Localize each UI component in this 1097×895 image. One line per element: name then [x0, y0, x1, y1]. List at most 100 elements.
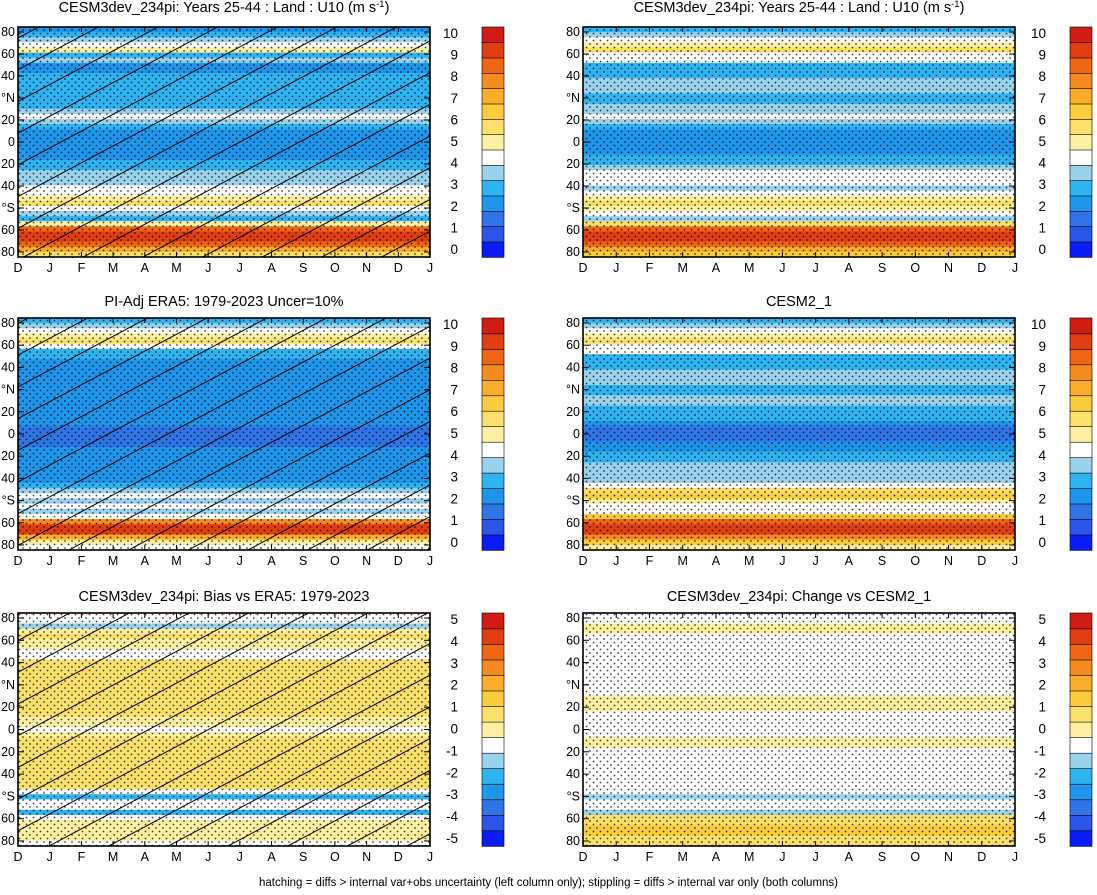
colorbar-label: -4 — [446, 809, 458, 824]
x-tick-label: J — [47, 261, 53, 275]
colorbar-swatch — [1069, 767, 1093, 785]
colorbar-swatch — [1069, 799, 1093, 816]
colorbar-label: 6 — [1038, 112, 1046, 127]
colorbar-label: 5 — [1038, 426, 1046, 441]
x-tick-label: D — [977, 554, 986, 568]
colorbar-swatch — [1069, 317, 1093, 335]
colorbar-label: 7 — [450, 382, 458, 397]
colorbar-label: 4 — [450, 448, 458, 463]
x-tick-label: J — [613, 554, 619, 568]
colorbar-label: 2 — [1038, 199, 1046, 214]
colorbar-label: 9 — [450, 339, 458, 354]
x-tick-label: J — [237, 850, 243, 864]
colorbar-swatch — [1069, 814, 1093, 832]
colorbar-label: 10 — [1031, 26, 1046, 41]
colorbar-swatch — [481, 814, 505, 832]
x-tick-label: J — [613, 850, 619, 864]
y-tick-label: 20 — [1, 405, 15, 419]
x-tick-label: A — [712, 850, 721, 864]
colorbar-label: 1 — [450, 513, 458, 528]
colorbar-label: 0 — [450, 242, 458, 257]
y-tick-label: °N — [566, 91, 580, 105]
hatching-overlay — [18, 318, 430, 550]
x-tick-label: J — [205, 850, 211, 864]
y-tick-label: 20 — [1, 700, 15, 714]
colorbar-swatch — [481, 783, 505, 801]
colorbar-swatch — [481, 736, 505, 754]
panel-1: CESM3dev_234pi: Years 25-44 : Land : U10… — [1, 0, 505, 275]
heatmap-field — [583, 27, 1015, 257]
x-tick-label: O — [330, 850, 340, 864]
colorbar-swatch — [1069, 410, 1093, 427]
y-tick-label: 80 — [566, 538, 580, 552]
colorbar-swatch — [481, 425, 505, 443]
colorbar-swatch — [481, 472, 505, 489]
y-tick-label: 80 — [566, 25, 580, 39]
x-tick-label: N — [362, 554, 371, 568]
panel-title: CESM2_1 — [766, 294, 832, 310]
y-tick-label: 20 — [1, 745, 15, 759]
heatmap-field — [18, 27, 430, 257]
panel-title: CESM3dev_234pi: Years 25-44 : Land : U10… — [59, 0, 390, 16]
colorbar-swatch — [1069, 736, 1093, 754]
colorbar-swatch — [1069, 628, 1093, 645]
x-tick-label: A — [141, 261, 150, 275]
x-tick-label: J — [1012, 554, 1018, 568]
colorbar-label: 6 — [450, 404, 458, 419]
colorbar-swatch — [1069, 830, 1093, 847]
y-tick-label: 80 — [1, 245, 15, 259]
colorbar-swatch — [481, 88, 505, 105]
y-tick-label: 40 — [1, 179, 15, 193]
colorbar-swatch — [481, 118, 505, 135]
colorbar-swatch — [1069, 674, 1093, 692]
x-tick-label: D — [977, 850, 986, 864]
x-tick-label: O — [910, 261, 920, 275]
x-tick-label: F — [646, 850, 654, 864]
colorbar-swatch — [1069, 456, 1093, 474]
colorbar-swatch — [481, 441, 505, 458]
colorbar-label: 0 — [450, 535, 458, 550]
colorbar-swatch — [481, 487, 505, 505]
colorbar-swatch — [1069, 164, 1093, 181]
colorbar-swatch — [1069, 612, 1093, 630]
colorbar-label: -3 — [446, 787, 458, 802]
colorbar-swatch — [1069, 721, 1093, 738]
y-tick-label: 40 — [1, 471, 15, 485]
colorbar-label: 3 — [450, 656, 458, 671]
y-tick-label: 20 — [566, 405, 580, 419]
colorbar-swatch — [1069, 379, 1093, 397]
y-tick-label: °N — [566, 678, 580, 692]
colorbar-label: 9 — [1038, 48, 1046, 63]
y-tick-label: 60 — [1, 633, 15, 647]
x-tick-label: D — [13, 850, 22, 864]
colorbar-swatch — [481, 830, 505, 847]
colorbar-label: -1 — [446, 743, 458, 758]
colorbar-swatch — [1069, 41, 1093, 59]
x-tick-label: J — [613, 261, 619, 275]
y-tick-label: 20 — [566, 745, 580, 759]
y-tick-label: 0 — [573, 723, 580, 737]
colorbar-swatch — [1069, 149, 1093, 166]
y-tick-label: 40 — [1, 656, 15, 670]
y-tick-label: 20 — [566, 700, 580, 714]
y-tick-label: 60 — [566, 338, 580, 352]
colorbar-label: 4 — [1038, 634, 1046, 649]
y-tick-label: 60 — [1, 338, 15, 352]
colorbar-swatch — [481, 659, 505, 676]
y-tick-label: 80 — [1, 611, 15, 625]
panel-3: PI-Adj ERA5: 1979-2023 Uncer=10% D J F M A M J J… — [1, 294, 505, 568]
colorbar-swatch — [481, 164, 505, 181]
colorbar-swatch — [1069, 364, 1093, 381]
x-tick-label: A — [845, 850, 854, 864]
y-tick-label: 60 — [566, 516, 580, 530]
x-tick-label: D — [394, 850, 403, 864]
panel-title: CESM3dev_234pi: Bias vs ERA5: 1979-2023 — [79, 589, 370, 605]
x-tick-label: M — [171, 261, 181, 275]
colorbar-label: 4 — [450, 156, 458, 171]
x-tick-label: O — [910, 554, 920, 568]
x-tick-label: D — [13, 554, 22, 568]
x-tick-label: O — [330, 261, 340, 275]
colorbar-swatch — [481, 690, 505, 707]
colorbar-label: 8 — [1038, 361, 1046, 376]
colorbar-label: 4 — [1038, 156, 1046, 171]
